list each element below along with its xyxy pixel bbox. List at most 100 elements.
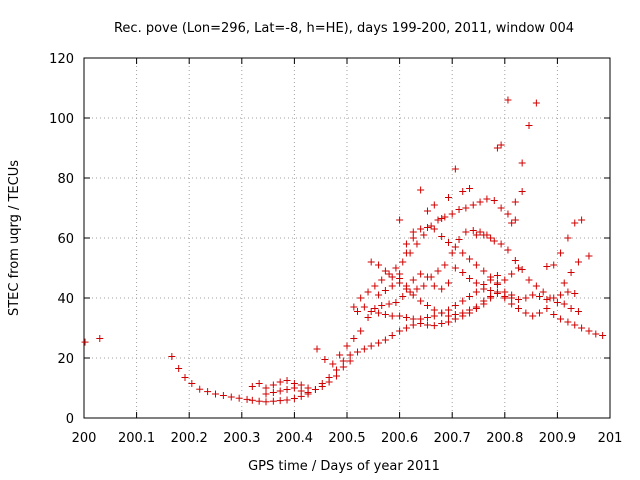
data-point bbox=[466, 255, 474, 263]
data-point bbox=[402, 324, 410, 332]
data-point bbox=[360, 345, 368, 353]
data-point bbox=[536, 309, 544, 317]
data-point bbox=[487, 234, 495, 242]
data-point bbox=[283, 396, 291, 404]
data-point bbox=[445, 318, 453, 326]
data-point bbox=[248, 383, 256, 390]
data-point bbox=[567, 305, 575, 312]
data-point bbox=[343, 342, 351, 350]
data-point bbox=[476, 228, 484, 236]
data-point bbox=[381, 287, 389, 294]
data-point bbox=[269, 389, 277, 396]
data-point bbox=[571, 219, 579, 227]
data-point bbox=[219, 392, 227, 399]
data-point bbox=[557, 315, 565, 323]
data-point bbox=[451, 302, 459, 309]
data-point bbox=[297, 387, 305, 395]
data-point bbox=[336, 351, 344, 359]
data-point bbox=[514, 264, 522, 272]
data-point bbox=[255, 397, 263, 405]
data-point bbox=[459, 309, 467, 317]
chart-title: Rec. pove (Lon=296, Lat=-8, h=HE), days … bbox=[114, 21, 574, 36]
data-point bbox=[536, 293, 544, 300]
data-point bbox=[434, 216, 442, 224]
data-point bbox=[472, 231, 480, 239]
data-point bbox=[480, 267, 488, 275]
data-point bbox=[550, 294, 558, 302]
data-point bbox=[423, 302, 431, 309]
data-point bbox=[438, 320, 446, 327]
x-axis-label: GPS time / Days of year 2011 bbox=[248, 459, 440, 474]
data-point bbox=[367, 342, 375, 350]
x-tick-label: 200.1 bbox=[118, 431, 155, 446]
data-point bbox=[469, 227, 477, 234]
data-point bbox=[423, 321, 431, 329]
data-point bbox=[423, 314, 431, 321]
data-point bbox=[381, 311, 389, 318]
data-point bbox=[388, 282, 396, 290]
data-point bbox=[423, 207, 431, 215]
data-point bbox=[508, 291, 516, 299]
data-point bbox=[269, 397, 277, 405]
data-point bbox=[560, 279, 568, 287]
data-point bbox=[364, 288, 372, 296]
data-point bbox=[399, 258, 407, 266]
data-point bbox=[501, 276, 509, 284]
data-point bbox=[417, 225, 425, 233]
x-tick-label: 200 bbox=[72, 431, 97, 446]
data-point bbox=[413, 240, 421, 248]
data-point bbox=[385, 300, 393, 308]
data-point bbox=[511, 257, 519, 264]
data-point bbox=[560, 300, 568, 308]
data-point bbox=[493, 279, 501, 287]
data-point bbox=[290, 384, 298, 392]
data-point bbox=[585, 252, 593, 260]
data-point bbox=[409, 234, 417, 242]
data-point bbox=[388, 332, 396, 339]
data-point bbox=[438, 285, 446, 293]
data-point bbox=[493, 144, 501, 152]
data-point bbox=[283, 386, 291, 393]
data-point bbox=[490, 197, 498, 204]
x-tick-label: 200.6 bbox=[381, 431, 418, 446]
data-point bbox=[462, 228, 470, 236]
y-tick-label: 20 bbox=[57, 352, 74, 367]
data-point bbox=[367, 308, 375, 315]
data-point bbox=[332, 366, 340, 374]
data-point bbox=[462, 204, 470, 212]
data-point bbox=[392, 264, 400, 272]
data-point bbox=[346, 351, 354, 359]
grid-lines bbox=[84, 58, 610, 418]
data-point bbox=[321, 356, 329, 363]
data-point bbox=[455, 236, 463, 243]
data-point bbox=[417, 315, 425, 323]
data-point bbox=[364, 314, 372, 321]
x-tick-label: 200.5 bbox=[328, 431, 365, 446]
data-point bbox=[466, 293, 474, 300]
data-point bbox=[375, 291, 383, 299]
data-point bbox=[504, 96, 512, 104]
data-point bbox=[522, 309, 530, 317]
data-point bbox=[445, 306, 453, 314]
data-point bbox=[459, 269, 467, 276]
data-point bbox=[430, 225, 438, 233]
data-point bbox=[445, 279, 453, 287]
data-point bbox=[388, 273, 396, 281]
data-point bbox=[448, 210, 456, 218]
data-point bbox=[571, 321, 579, 329]
data-point bbox=[455, 206, 463, 213]
data-point bbox=[318, 383, 326, 390]
data-point bbox=[487, 287, 495, 294]
data-point bbox=[375, 261, 383, 269]
data-point bbox=[235, 394, 243, 402]
data-point bbox=[96, 335, 104, 342]
y-tick-label: 120 bbox=[49, 52, 74, 67]
data-point bbox=[188, 380, 196, 387]
data-point bbox=[402, 240, 410, 248]
data-point bbox=[564, 288, 572, 296]
data-point bbox=[504, 210, 512, 218]
data-point bbox=[423, 224, 431, 231]
data-point bbox=[325, 378, 333, 386]
data-point bbox=[487, 293, 495, 300]
data-point bbox=[532, 282, 540, 290]
